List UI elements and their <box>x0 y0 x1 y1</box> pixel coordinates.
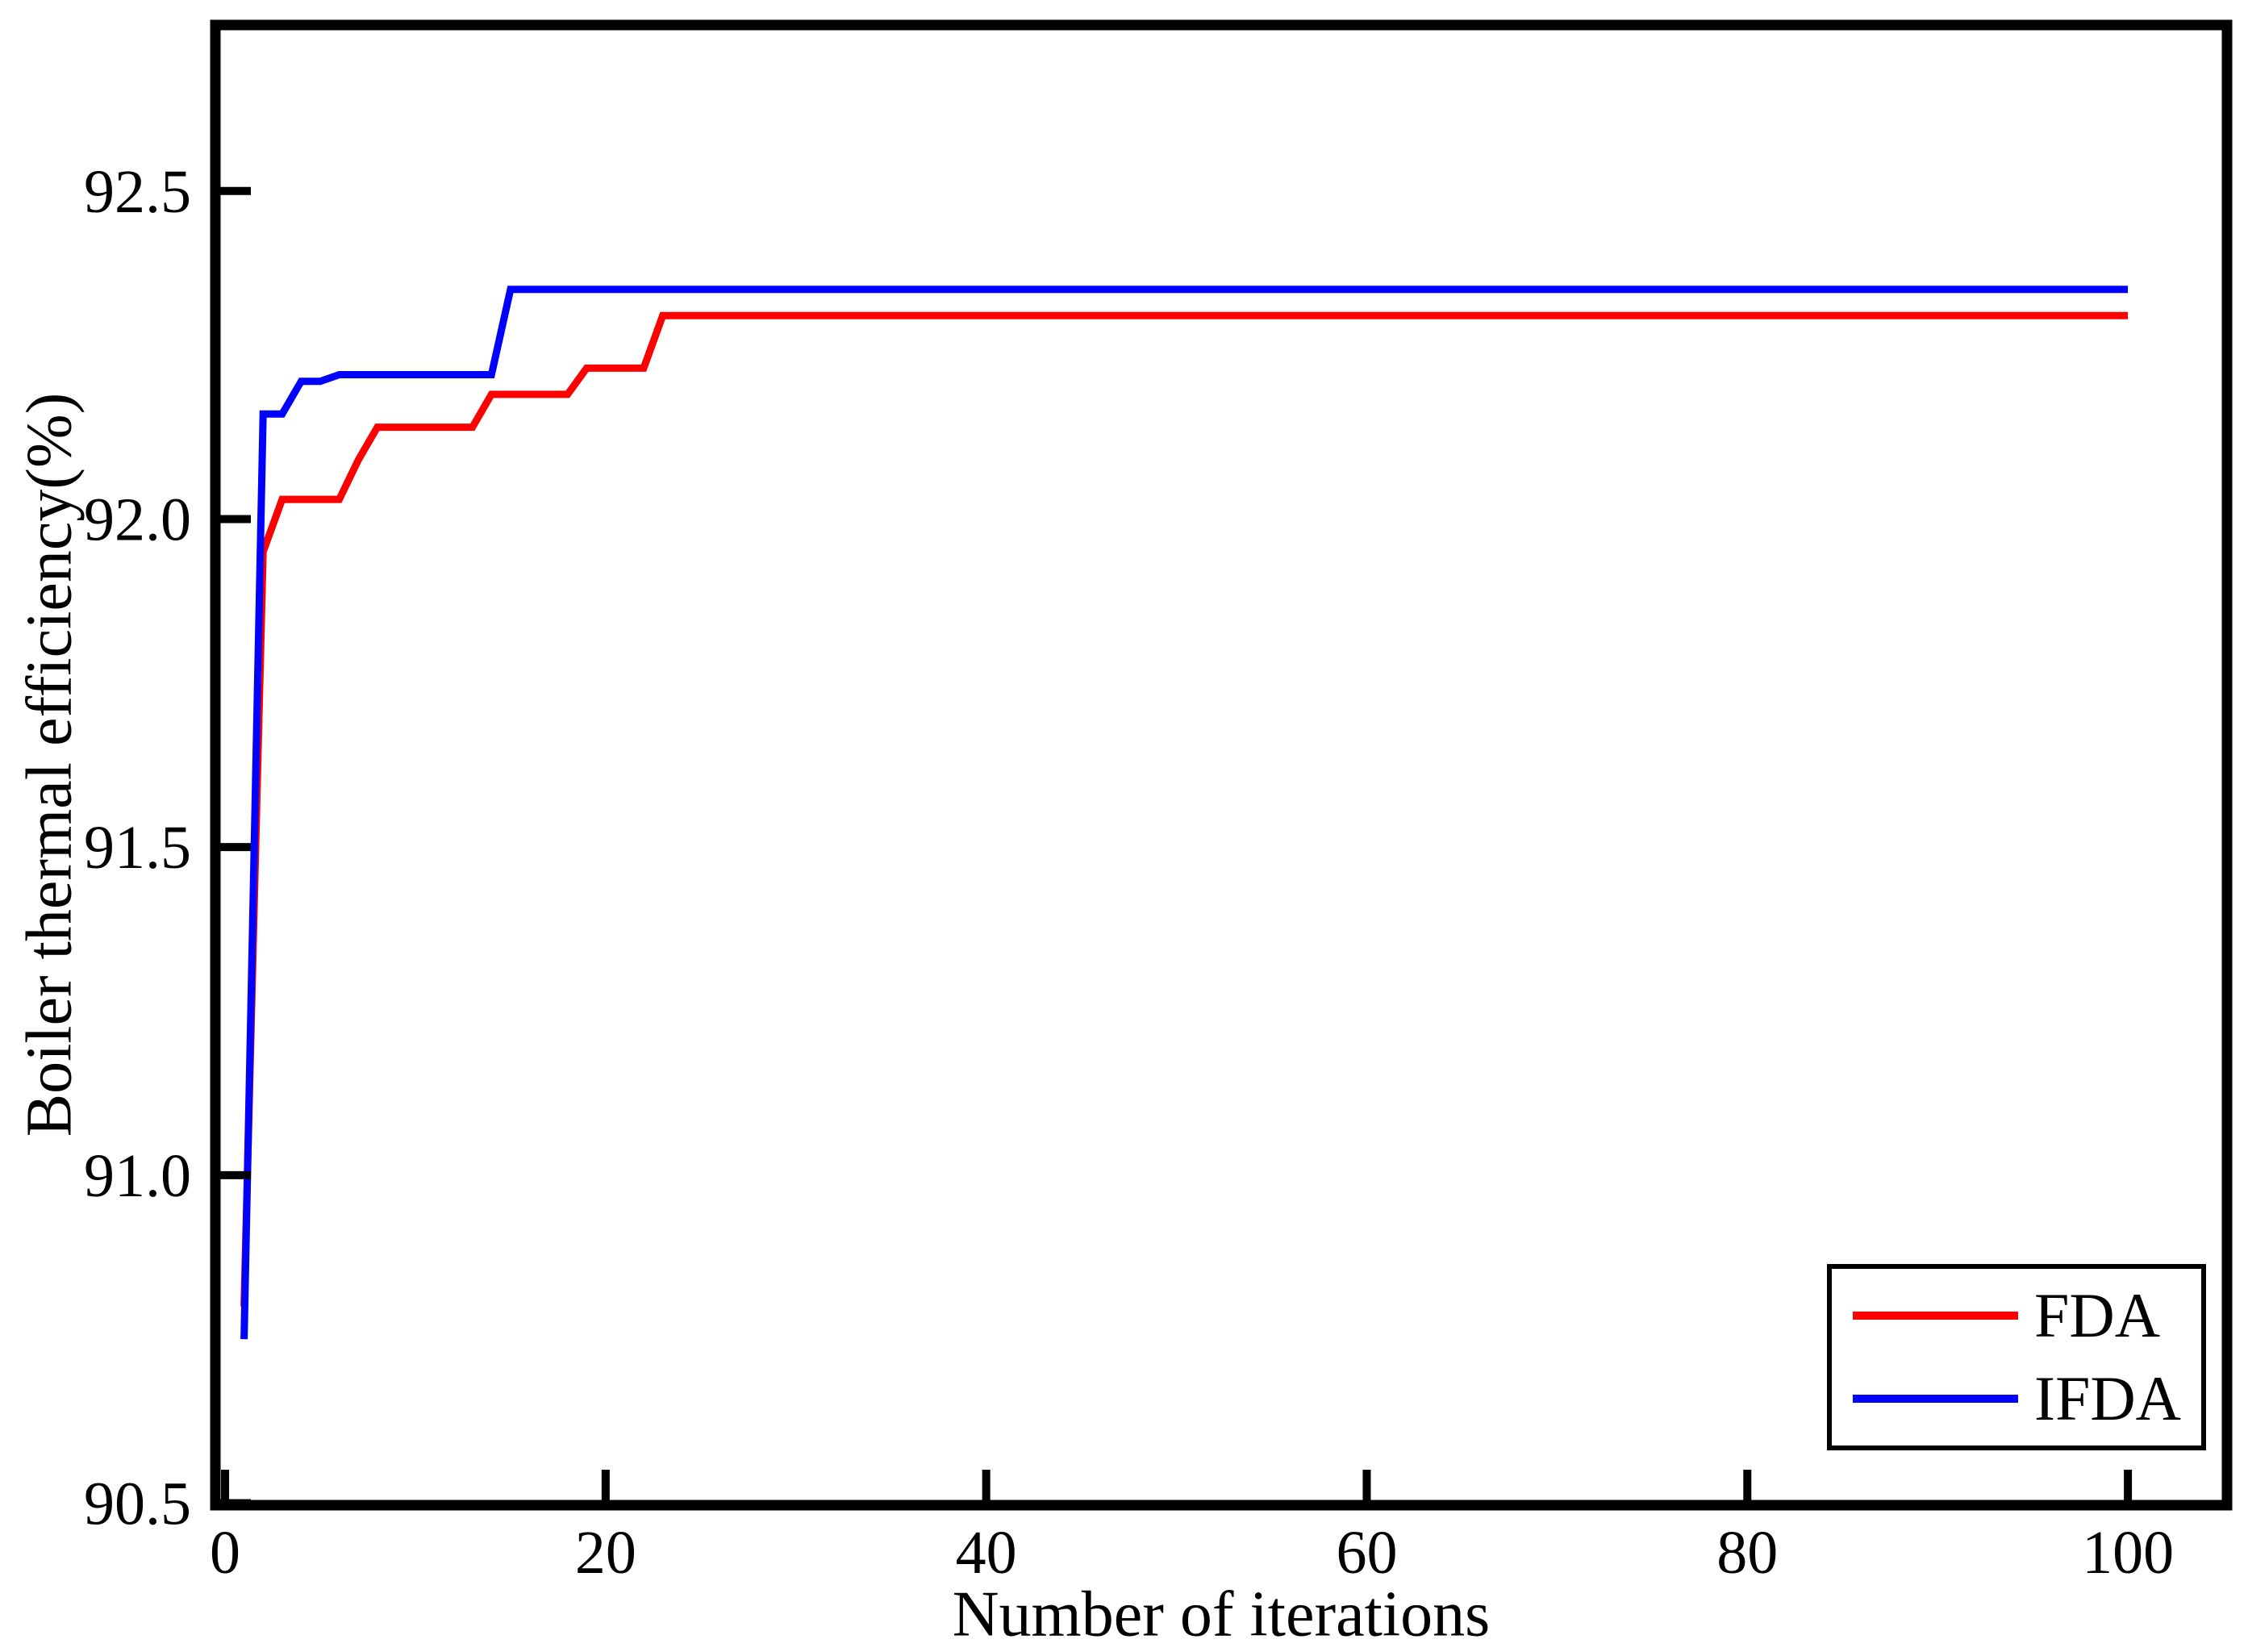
series-line-ifda <box>240 286 2129 1340</box>
x-tick-label: 80 <box>1716 1519 1778 1587</box>
x-tick-label: 60 <box>1336 1519 1397 1587</box>
x-tick-label: 40 <box>956 1519 1017 1587</box>
series-line-fda <box>240 311 2129 1307</box>
x-tick-label: 0 <box>210 1519 240 1587</box>
x-tick-label: 20 <box>575 1519 636 1587</box>
y-tick-label: 91.0 <box>84 1142 191 1210</box>
x-tick-label: 100 <box>2082 1519 2174 1587</box>
legend-box: FDA IFDA <box>1827 1264 2206 1450</box>
y-tick-label: 91.5 <box>84 814 191 882</box>
x-axis-title: Number of iterations <box>952 1579 1491 1650</box>
legend-label-ifda: IFDA <box>2034 1363 2182 1433</box>
fda-line-sample <box>1853 1312 2018 1320</box>
y-tick-label: 92.5 <box>84 158 191 226</box>
y-tick-label: 90.5 <box>84 1471 191 1538</box>
legend-item-ifda: IFDA <box>1832 1362 2201 1435</box>
plot-frame <box>210 19 2233 1511</box>
y-tick-label: 92.0 <box>84 486 191 553</box>
y-axis-title: Boiler thermal efficiency(%) <box>14 392 85 1137</box>
legend-label-fda: FDA <box>2034 1280 2161 1350</box>
legend-item-fda: FDA <box>1832 1279 2201 1352</box>
ifda-line-sample <box>1853 1395 2018 1403</box>
